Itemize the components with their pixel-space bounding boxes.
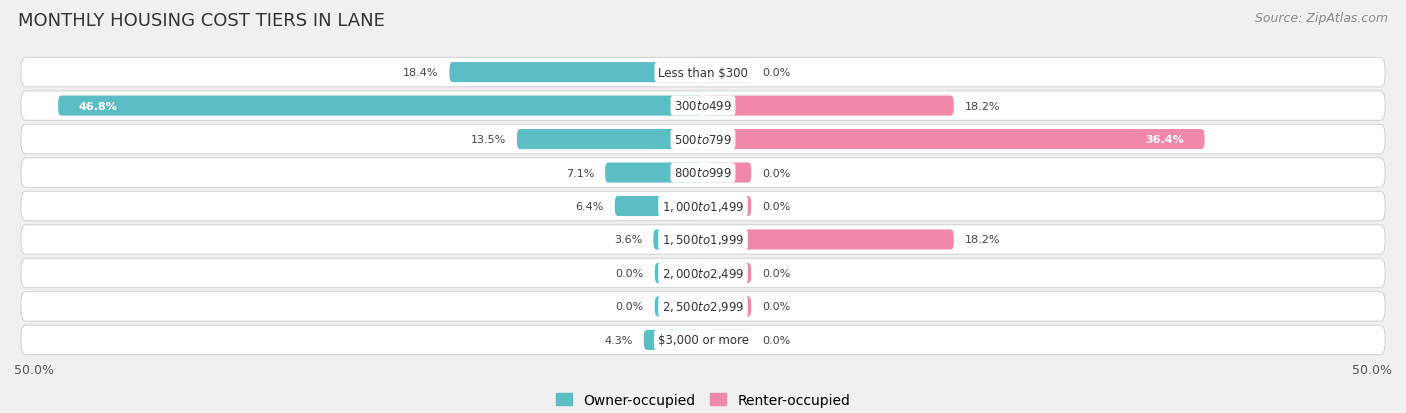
FancyBboxPatch shape (21, 325, 1385, 355)
Text: 50.0%: 50.0% (14, 363, 53, 376)
Text: MONTHLY HOUSING COST TIERS IN LANE: MONTHLY HOUSING COST TIERS IN LANE (18, 12, 385, 30)
FancyBboxPatch shape (703, 197, 751, 216)
FancyBboxPatch shape (703, 63, 751, 83)
FancyBboxPatch shape (703, 130, 1205, 150)
Text: 18.2%: 18.2% (965, 101, 1000, 112)
Text: 0.0%: 0.0% (762, 68, 790, 78)
Text: 0.0%: 0.0% (616, 268, 644, 278)
Text: Less than $300: Less than $300 (658, 66, 748, 79)
Text: 0.0%: 0.0% (762, 301, 790, 312)
FancyBboxPatch shape (654, 230, 703, 250)
Text: 0.0%: 0.0% (616, 301, 644, 312)
Text: 50.0%: 50.0% (1353, 363, 1392, 376)
FancyBboxPatch shape (655, 263, 703, 283)
FancyBboxPatch shape (655, 297, 703, 317)
Text: $2,000 to $2,499: $2,000 to $2,499 (662, 266, 744, 280)
Text: 13.5%: 13.5% (471, 135, 506, 145)
Text: $1,500 to $1,999: $1,500 to $1,999 (662, 233, 744, 247)
Text: $800 to $999: $800 to $999 (673, 166, 733, 180)
Text: $500 to $799: $500 to $799 (673, 133, 733, 146)
FancyBboxPatch shape (21, 292, 1385, 321)
FancyBboxPatch shape (450, 63, 703, 83)
Legend: Owner-occupied, Renter-occupied: Owner-occupied, Renter-occupied (555, 393, 851, 407)
FancyBboxPatch shape (703, 263, 751, 283)
Text: 0.0%: 0.0% (762, 268, 790, 278)
FancyBboxPatch shape (703, 297, 751, 317)
FancyBboxPatch shape (21, 58, 1385, 88)
FancyBboxPatch shape (614, 197, 703, 216)
Text: $1,000 to $1,499: $1,000 to $1,499 (662, 199, 744, 214)
Text: 7.1%: 7.1% (565, 168, 595, 178)
Text: 46.8%: 46.8% (79, 101, 118, 112)
Text: 0.0%: 0.0% (762, 335, 790, 345)
Text: 6.4%: 6.4% (575, 202, 603, 211)
Text: 4.3%: 4.3% (605, 335, 633, 345)
FancyBboxPatch shape (58, 96, 703, 116)
FancyBboxPatch shape (605, 163, 703, 183)
FancyBboxPatch shape (703, 330, 751, 350)
Text: 0.0%: 0.0% (762, 168, 790, 178)
Text: 0.0%: 0.0% (762, 202, 790, 211)
FancyBboxPatch shape (644, 330, 703, 350)
Text: Source: ZipAtlas.com: Source: ZipAtlas.com (1254, 12, 1388, 25)
FancyBboxPatch shape (21, 159, 1385, 188)
Text: $3,000 or more: $3,000 or more (658, 334, 748, 347)
FancyBboxPatch shape (21, 125, 1385, 154)
FancyBboxPatch shape (703, 230, 953, 250)
FancyBboxPatch shape (21, 225, 1385, 254)
FancyBboxPatch shape (21, 192, 1385, 221)
FancyBboxPatch shape (21, 92, 1385, 121)
FancyBboxPatch shape (517, 130, 703, 150)
Text: 18.4%: 18.4% (404, 68, 439, 78)
Text: 3.6%: 3.6% (614, 235, 643, 245)
FancyBboxPatch shape (703, 163, 751, 183)
Text: $300 to $499: $300 to $499 (673, 100, 733, 113)
Text: 18.2%: 18.2% (965, 235, 1000, 245)
FancyBboxPatch shape (703, 96, 953, 116)
FancyBboxPatch shape (21, 259, 1385, 288)
Text: $2,500 to $2,999: $2,500 to $2,999 (662, 300, 744, 313)
Text: 36.4%: 36.4% (1144, 135, 1184, 145)
